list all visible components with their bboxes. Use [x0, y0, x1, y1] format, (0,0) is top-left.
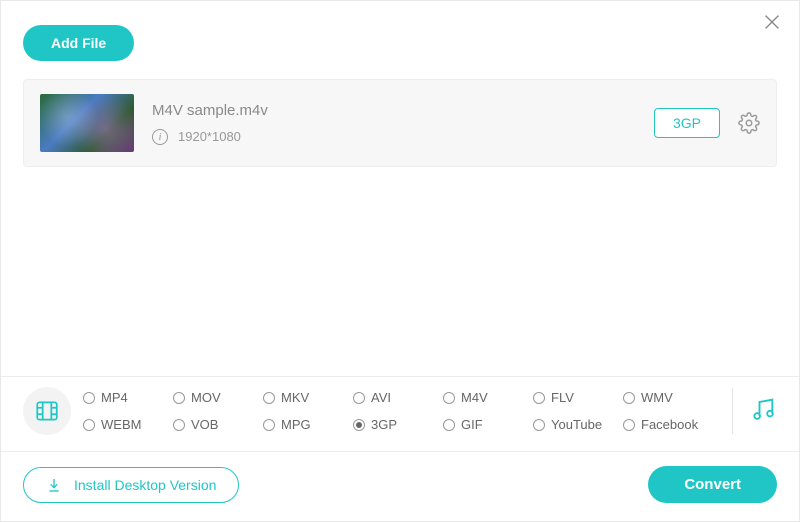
file-meta: i 1920*1080	[152, 129, 636, 145]
film-icon[interactable]	[23, 387, 71, 435]
format-option-mov[interactable]: MOV	[173, 390, 263, 405]
download-icon	[46, 477, 62, 493]
radio-icon	[443, 419, 455, 431]
format-option-label: M4V	[461, 390, 488, 405]
install-desktop-label: Install Desktop Version	[74, 477, 216, 493]
format-option-gif[interactable]: GIF	[443, 417, 533, 432]
format-option-vob[interactable]: VOB	[173, 417, 263, 432]
radio-icon	[263, 392, 275, 404]
format-option-label: WEBM	[101, 417, 141, 432]
format-option-label: MP4	[101, 390, 128, 405]
format-option-label: MKV	[281, 390, 309, 405]
format-option-mp4[interactable]: MP4	[83, 390, 173, 405]
format-option-facebook[interactable]: Facebook	[623, 417, 713, 432]
format-option-avi[interactable]: AVI	[353, 390, 443, 405]
format-option-youtube[interactable]: YouTube	[533, 417, 623, 432]
format-option-wmv[interactable]: WMV	[623, 390, 713, 405]
format-option-3gp[interactable]: 3GP	[353, 417, 443, 432]
close-icon[interactable]	[761, 11, 783, 38]
radio-icon	[533, 392, 545, 404]
format-option-mpg[interactable]: MPG	[263, 417, 353, 432]
divider	[1, 451, 799, 452]
format-option-label: VOB	[191, 417, 218, 432]
output-format-badge[interactable]: 3GP	[654, 108, 720, 138]
format-option-mkv[interactable]: MKV	[263, 390, 353, 405]
format-option-label: Facebook	[641, 417, 698, 432]
radio-icon	[443, 392, 455, 404]
radio-icon	[173, 419, 185, 431]
radio-icon	[173, 392, 185, 404]
file-resolution: 1920*1080	[178, 129, 241, 144]
format-option-label: YouTube	[551, 417, 602, 432]
format-option-label: FLV	[551, 390, 574, 405]
format-option-webm[interactable]: WEBM	[83, 417, 173, 432]
radio-icon	[263, 419, 275, 431]
convert-button[interactable]: Convert	[648, 466, 777, 503]
info-icon[interactable]: i	[152, 129, 168, 145]
radio-icon	[353, 392, 365, 404]
radio-icon	[623, 419, 635, 431]
footer: Install Desktop Version Convert	[23, 466, 777, 503]
format-option-m4v[interactable]: M4V	[443, 390, 533, 405]
divider	[732, 388, 733, 434]
radio-icon	[533, 419, 545, 431]
format-selector: MP4 MOV MKV AVI M4V FLV WMV WEBM VOB MPG 3GP GIF You…	[23, 377, 777, 447]
format-option-label: MOV	[191, 390, 221, 405]
add-file-button[interactable]: Add File	[23, 25, 134, 61]
video-thumbnail[interactable]	[40, 94, 134, 152]
file-name: M4V sample.m4v	[152, 102, 636, 119]
file-row: M4V sample.m4v i 1920*1080 3GP	[23, 79, 777, 167]
top-bar: Add File	[1, 1, 799, 73]
gear-icon[interactable]	[738, 112, 760, 134]
format-option-label: WMV	[641, 390, 673, 405]
music-icon[interactable]	[749, 395, 777, 428]
format-option-label: AVI	[371, 390, 391, 405]
format-grid: MP4 MOV MKV AVI M4V FLV WMV WEBM VOB MPG 3GP GIF You…	[83, 390, 728, 432]
file-info: M4V sample.m4v i 1920*1080	[152, 102, 636, 145]
install-desktop-button[interactable]: Install Desktop Version	[23, 467, 239, 503]
format-option-flv[interactable]: FLV	[533, 390, 623, 405]
radio-icon	[353, 419, 365, 431]
format-option-label: 3GP	[371, 417, 397, 432]
bottom-panel: MP4 MOV MKV AVI M4V FLV WMV WEBM VOB MPG 3GP GIF You…	[1, 376, 799, 521]
radio-icon	[83, 419, 95, 431]
radio-icon	[83, 392, 95, 404]
format-option-label: GIF	[461, 417, 483, 432]
radio-icon	[623, 392, 635, 404]
format-option-label: MPG	[281, 417, 311, 432]
